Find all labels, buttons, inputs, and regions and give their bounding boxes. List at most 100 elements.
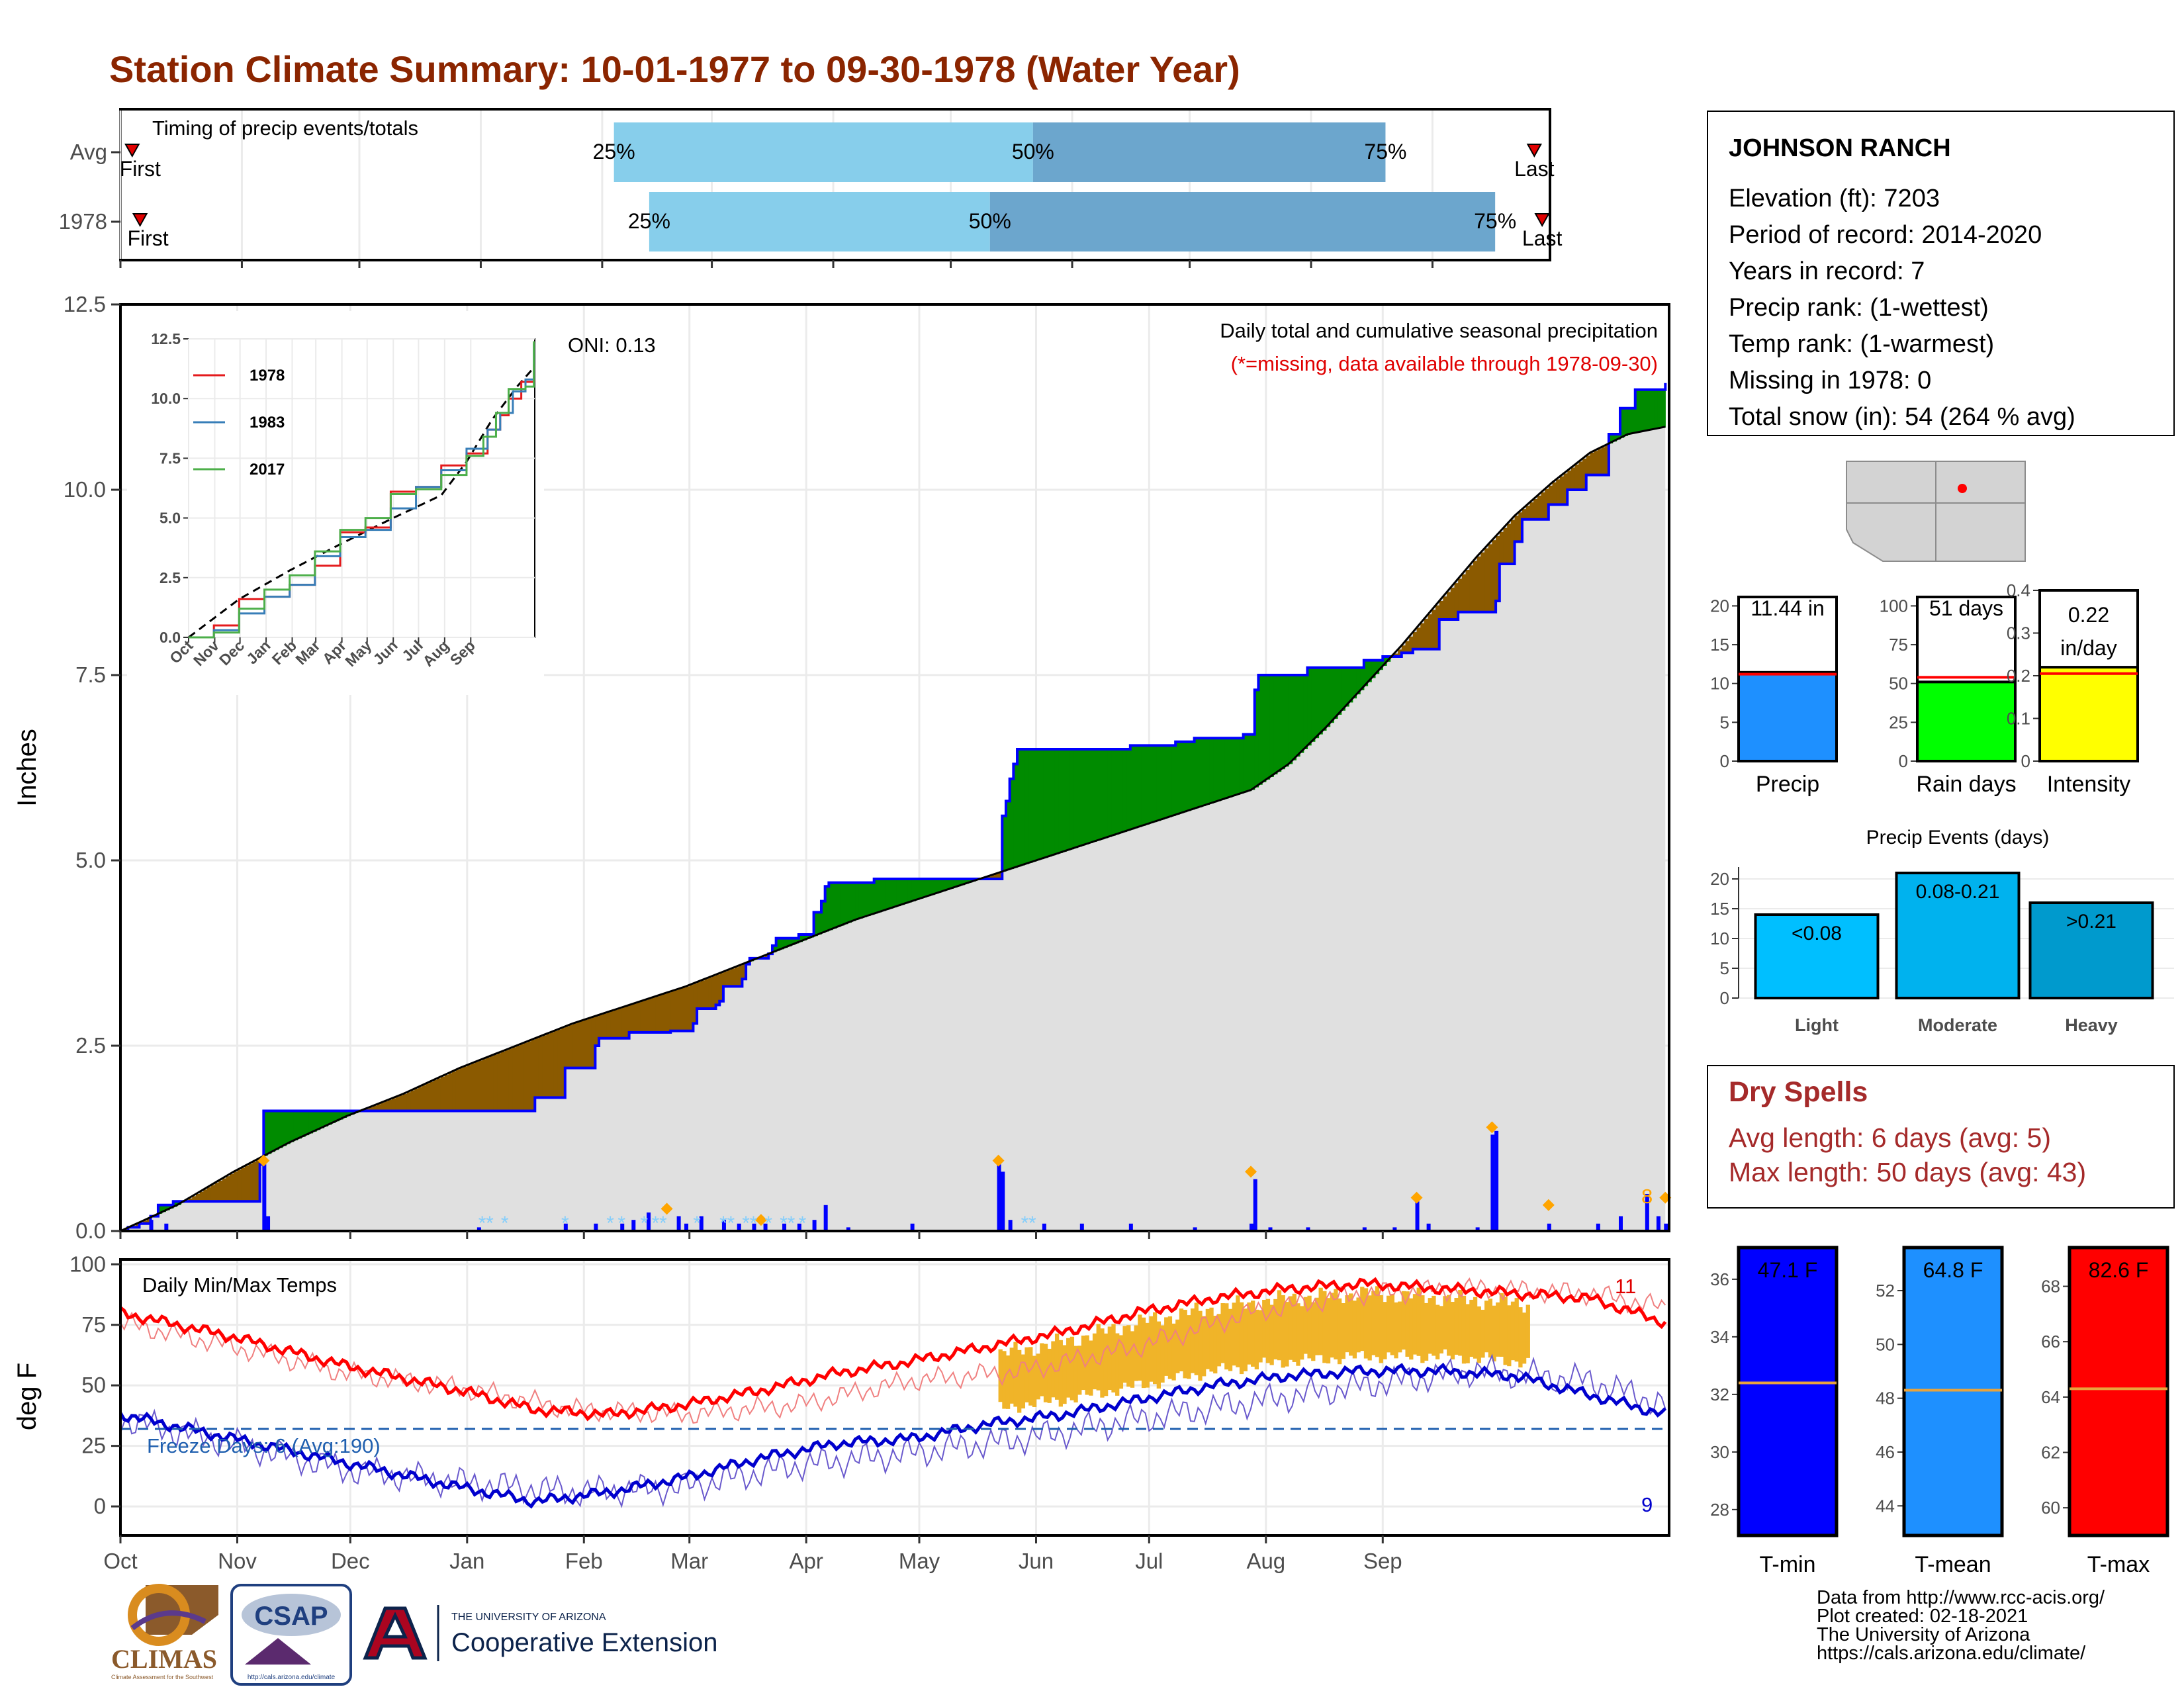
deficit-area-segment	[203, 1189, 208, 1202]
month-label: Jun	[1019, 1549, 1054, 1573]
surplus-area-segment	[1149, 745, 1154, 823]
daily-precip-bar	[1128, 1223, 1133, 1231]
cumulative-1978-line	[120, 383, 1667, 1232]
precip-ylabel: Inches	[13, 729, 42, 807]
deficit-area-segment	[380, 1103, 385, 1111]
deficit-area-segment	[222, 1178, 227, 1202]
deficit-area-segment	[1484, 548, 1489, 612]
daily-precip-bar	[563, 1223, 568, 1231]
deficit-area-segment	[610, 1011, 615, 1038]
temp-range-segment	[1247, 1302, 1251, 1365]
surplus-area-segment	[1160, 745, 1165, 820]
deficit-area-segment	[538, 1036, 543, 1098]
deficit-area-segment	[512, 1047, 517, 1111]
temp-range-segment	[1337, 1298, 1342, 1365]
temp-range-segment	[1013, 1342, 1018, 1407]
temp-range-segment	[1356, 1297, 1361, 1353]
tmin-count-label: 9	[1641, 1493, 1653, 1516]
climas-emblem-swoosh	[130, 1610, 206, 1631]
daily-precip-bar	[594, 1223, 598, 1231]
surplus-area-segment	[1175, 741, 1180, 815]
deficit-area-segment	[527, 1041, 532, 1111]
temp-mean-label: T-mean	[1915, 1552, 1991, 1577]
deficit-area-segment	[1465, 569, 1470, 612]
surplus-area-segment	[1318, 667, 1323, 735]
daily-precip-bar	[1475, 1227, 1480, 1231]
temp-range-segment	[1265, 1299, 1271, 1363]
deficit-area-segment	[599, 1015, 604, 1038]
deficit-area-segment	[188, 1198, 193, 1202]
temp-range-segment	[1522, 1312, 1527, 1364]
footer-line-plot-created: Plot created: 02-18-2021	[1817, 1606, 2028, 1627]
deficit-area-segment	[561, 1028, 566, 1098]
deficit-area-segment	[1473, 561, 1478, 612]
temp-mean-value-label: 47.1 F	[1758, 1258, 1818, 1282]
deficit-area-segment	[689, 985, 694, 1031]
temp-range-segment	[1183, 1310, 1187, 1379]
temp-range-segment	[1352, 1301, 1357, 1359]
surplus-area-segment	[1307, 667, 1312, 746]
surplus-area-segment	[1073, 749, 1078, 848]
temp-range-segment	[1503, 1297, 1508, 1365]
deficit-area-segment	[429, 1081, 434, 1111]
deficit-area-segment	[591, 1017, 596, 1068]
deficit-area-segment	[391, 1098, 396, 1111]
surplus-area-segment	[1239, 738, 1244, 794]
station-info: JOHNSON RANCH Elevation (ft): 7203 Period…	[1707, 111, 2175, 436]
temp-range-segment	[1518, 1307, 1523, 1368]
deficit-area-segment	[693, 983, 698, 1024]
daily-precip-bar	[737, 1223, 741, 1231]
temp-range-segment	[1412, 1294, 1418, 1355]
first-event-marker	[124, 144, 140, 158]
snow-day-marker: *	[659, 1212, 667, 1234]
surplus-area-segment	[1356, 667, 1361, 695]
temp-range-segment	[1367, 1295, 1372, 1361]
totals-panel-precip: 0 5 10 15 20 11.44 in Precip	[1710, 596, 1838, 797]
surplus-area-segment	[1009, 778, 1014, 870]
deficit-area-segment	[1499, 531, 1504, 564]
month-label: Jan	[449, 1549, 484, 1573]
daily-precip-bar	[997, 1164, 1001, 1231]
surplus-area-segment	[1265, 675, 1271, 780]
footer-line-url: https://cals.arizona.edu/climate/	[1817, 1643, 2086, 1664]
daily-precip-bar	[1253, 1179, 1257, 1231]
surplus-area-segment	[1024, 749, 1029, 864]
surplus-area-segment	[1232, 738, 1236, 796]
temp-range-segment	[1363, 1288, 1369, 1359]
station-lines: Elevation (ft): 7203 Period of record: 20…	[1729, 185, 2075, 431]
temp-range-segment	[1386, 1295, 1391, 1353]
precip-areas	[120, 383, 1667, 1232]
surplus-area-segment	[1314, 667, 1320, 739]
surplus-area-segment	[1130, 745, 1135, 830]
snow-day-marker: *	[652, 1212, 660, 1234]
snow-day-marker: *	[1021, 1212, 1029, 1234]
last-event-label: Last	[1522, 226, 1563, 250]
deficit-area-segment	[764, 955, 769, 958]
temp-range-segment	[1416, 1287, 1421, 1356]
temp-range-segment	[1058, 1340, 1063, 1407]
snow-day-marker: *	[780, 1212, 788, 1234]
temp-range-segment	[1510, 1301, 1516, 1361]
precip-extreme-marker	[1245, 1165, 1257, 1178]
precip-extreme-marker	[257, 1154, 270, 1167]
daily-precip-bar	[910, 1223, 915, 1231]
surplus-area-segment	[870, 882, 875, 915]
surplus-area-segment	[1334, 667, 1338, 719]
surplus-area-segment	[1654, 389, 1659, 430]
deficit-area-segment	[489, 1056, 494, 1111]
inset-ytick-label: 0.0	[159, 629, 181, 646]
snow-day-marker: *	[799, 1212, 807, 1234]
surplus-area-segment	[798, 935, 803, 942]
deficit-area-segment	[1522, 509, 1527, 520]
daily-precip-bar	[1596, 1223, 1600, 1231]
temp-range-segment	[1156, 1321, 1161, 1389]
totals-value-label: 0.22	[2068, 603, 2109, 627]
deficit-area-segment	[1443, 596, 1447, 619]
surplus-area-segment	[1635, 389, 1640, 433]
surplus-area-segment	[960, 879, 965, 886]
totals-bar	[1916, 680, 2017, 763]
surplus-area-segment	[1054, 749, 1060, 854]
daily-precip-bar	[620, 1223, 625, 1231]
totals-bar	[2038, 666, 2139, 762]
